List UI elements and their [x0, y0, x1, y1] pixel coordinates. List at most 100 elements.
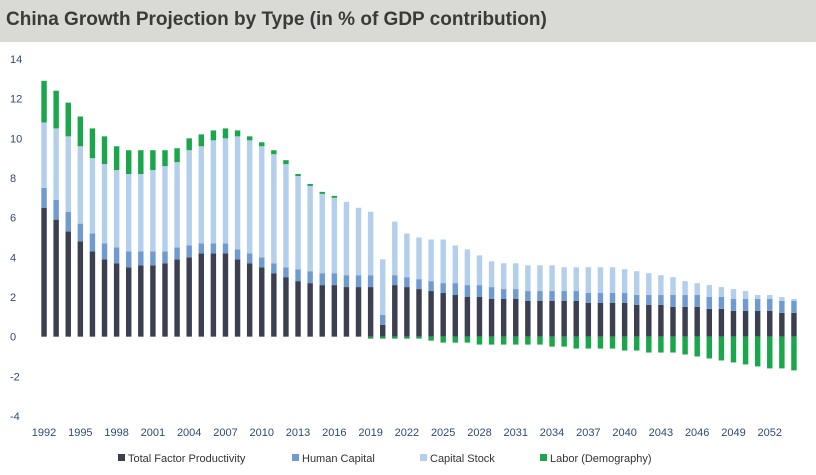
bar-segment: Total Factor Productivity 1998: 3.7: [113, 263, 120, 337]
bar-segment: Human Capital 2046: 0.6: [694, 295, 700, 307]
bar-segment: Total Factor Productivity 2019: 2.5: [367, 287, 374, 337]
chart-title: China Growth Projection by Type (in % of…: [6, 9, 547, 30]
bar-segment: Human Capital 2043: 0.5: [658, 295, 664, 305]
bar-segment: Labor (Demography) 2040: -0.7: [621, 336, 628, 351]
bar-segment: Capital Stock 2002: 4.3: [162, 166, 168, 252]
bar-segment: Labor (Demography) 2030: -0.4: [500, 336, 507, 345]
bar-segment: Human Capital 2027: 0.6: [464, 285, 471, 297]
bar-segment: Human Capital 2000: 0.7: [138, 251, 144, 266]
legend-label: Human Capital: [302, 453, 375, 465]
bar-segment: Labor (Demography) 2051: -1.5: [754, 336, 761, 367]
bar-segment: Capital Stock 1996: 3.8: [89, 158, 96, 234]
bar-segment: Labor (Demography) 2031: -0.4: [513, 336, 519, 345]
bar-segment: Labor (Demography) 2019: -0.1: [367, 336, 374, 339]
x-tick-label: 2007: [213, 427, 237, 439]
bar-segment: Total Factor Productivity 2001: 3.6: [150, 265, 156, 337]
bar-segment: Labor (Demography) 2010: 0.2: [259, 142, 265, 147]
bar-segment: Total Factor Productivity 1999: 3.5: [125, 267, 132, 337]
bar-segment: Total Factor Productivity 2047: 1.4: [706, 308, 712, 337]
bar-segment: Human Capital 2023: 0.5: [416, 279, 422, 290]
bar-segment: Labor (Demography) 2009: 0.2: [246, 136, 253, 141]
bar-segment: Capital Stock 1994: 3.8: [65, 136, 71, 212]
bar-segment: Total Factor Productivity 2046: 1.5: [694, 306, 700, 337]
bar-segment: Labor (Demography) 2039: -0.6: [609, 336, 616, 349]
bar-segment: Human Capital 1994: 1: [65, 211, 71, 232]
bar-segment: Capital Stock 2052: 0.2: [767, 295, 773, 299]
bar-segment: Total Factor Productivity 2025: 2.2: [440, 293, 446, 337]
bar-segment: Labor (Demography) 2008: 0.3: [234, 130, 241, 137]
bar-segment: Human Capital 2038: 0.5: [597, 293, 604, 303]
x-tick-label: 2025: [431, 427, 455, 439]
bar-segment: Total Factor Productivity 2000: 3.6: [138, 265, 144, 337]
bar-segment: Total Factor Productivity 2039: 1.7: [609, 302, 616, 337]
bar-segment: Labor (Demography) 2025: -0.3: [440, 336, 446, 343]
bar-segment: Total Factor Productivity 2012: 3: [283, 277, 289, 337]
bar-segment: Total Factor Productivity 2004: 4: [186, 257, 192, 337]
bar-segment: Total Factor Productivity 2032: 1.8: [525, 300, 531, 337]
bar-segment: Capital Stock 2010: 5.6: [259, 146, 265, 258]
bar-segment: Capital Stock 1993: 3.6: [53, 128, 59, 200]
y-tick-label: 14: [10, 54, 22, 66]
bar-segment: Human Capital 2012: 0.5: [283, 267, 289, 278]
bar-segment: Capital Stock 2016: 3.8: [331, 197, 338, 274]
bar-segment: Total Factor Productivity 2042: 1.6: [646, 304, 652, 337]
bar-segment: Labor (Demography) 2052: -1.6: [767, 336, 773, 369]
bar-segment: Human Capital 2014: 0.6: [307, 271, 313, 284]
bar-segment: Human Capital 2040: 0.5: [621, 293, 628, 303]
bar-segment: Total Factor Productivity 2003: 3.9: [174, 259, 180, 337]
bar-segment: Total Factor Productivity 2020: 0.6: [379, 324, 386, 337]
bar-segment: Human Capital 2016: 0.6: [331, 273, 338, 286]
bar-segment: Human Capital 2035: 0.5: [561, 291, 567, 301]
bar-segment: Human Capital 1996: 0.9: [89, 233, 96, 252]
y-tick-label: 6: [10, 213, 16, 225]
x-tick-label: 2049: [721, 427, 745, 439]
bar-segment: Total Factor Productivity 2030: 1.9: [500, 298, 507, 337]
bar-segment: Human Capital 2011: 0.5: [271, 263, 277, 274]
bar-segment: Total Factor Productivity 2013: 2.8: [295, 281, 301, 337]
bar-segment: Labor (Demography) 2054: -1.7: [791, 336, 797, 371]
bar-segment: Capital Stock 1999: 3.9: [125, 174, 132, 252]
bar-segment: Labor (Demography) 2001: 1: [150, 150, 156, 171]
bar-segment: Human Capital 1993: 1: [53, 199, 59, 220]
bar-segment: Total Factor Productivity 2005: 4.2: [198, 253, 204, 337]
bar-segment: Human Capital 2022: 0.5: [404, 277, 410, 288]
bar-segment: Labor (Demography) 1992: 2.1: [41, 80, 47, 123]
bar-segment: Capital Stock 2043: 1: [658, 275, 664, 296]
bar-segment: Labor (Demography) 2011: 0.2: [271, 150, 277, 155]
bar-segment: Human Capital 2045: 0.6: [682, 295, 688, 307]
bar-segment: Human Capital 2025: 0.5: [440, 283, 446, 294]
bar-segment: Total Factor Productivity 2023: 2.4: [416, 289, 422, 337]
bar-segment: Human Capital 2017: 0.6: [343, 275, 350, 288]
bar-segment: Labor (Demography) 2049: -1.3: [730, 336, 737, 363]
bar-segment: Human Capital 2032: 0.5: [525, 291, 531, 301]
bar-segment: Capital Stock 2045: 0.7: [682, 281, 688, 296]
y-tick-label: -4: [10, 411, 20, 423]
bar-segment: Capital Stock 2000: 3.9: [138, 174, 144, 252]
bar-segment: Total Factor Productivity 2049: 1.3: [730, 310, 737, 337]
bar-segment: Human Capital 2005: 0.5: [198, 243, 204, 254]
bar-segment: Labor (Demography) 1996: 1.5: [89, 128, 96, 159]
bar-segment: Labor (Demography) 2048: -1.2: [718, 336, 725, 361]
bar-segment: Capital Stock 2027: 1.8: [464, 249, 471, 286]
bar-segment: Total Factor Productivity 2037: 1.7: [585, 302, 592, 337]
x-tick-label: 1995: [68, 427, 92, 439]
bar-segment: Total Factor Productivity 2050: 1.3: [742, 310, 749, 337]
bar-segment: Labor (Demography) 2027: -0.3: [464, 336, 471, 343]
bar-segment: Capital Stock 2049: 0.5: [730, 289, 737, 299]
bar-segment: Human Capital 2039: 0.5: [609, 293, 616, 303]
bar-segment: Capital Stock 2054: 0.1: [791, 298, 797, 301]
bar-segment: Total Factor Productivity 2006: 4.2: [210, 253, 217, 337]
bar-segment: Labor (Demography) 2036: -0.6: [573, 336, 579, 349]
bar-segment: Labor (Demography) 2038: -0.6: [597, 336, 604, 349]
bar-segment: Labor (Demography) 2004: 0.6: [186, 138, 192, 151]
bar-segment: Capital Stock 2036: 1.2: [573, 267, 579, 292]
bar-segment: Capital Stock 2003: 4.3: [174, 162, 180, 248]
bar-segment: Capital Stock 2053: 0.2: [779, 297, 785, 301]
bar-segment: Human Capital 2052: 0.6: [767, 298, 773, 311]
bar-segment: Human Capital 2004: 0.6: [186, 245, 192, 258]
y-tick-label: 2: [10, 292, 16, 304]
bar-segment: Labor (Demography) 2044: -0.8: [670, 336, 676, 353]
bar-segment: Labor (Demography) 2029: -0.4: [488, 336, 495, 345]
bar-segment: Capital Stock 2035: 1.2: [561, 267, 567, 292]
